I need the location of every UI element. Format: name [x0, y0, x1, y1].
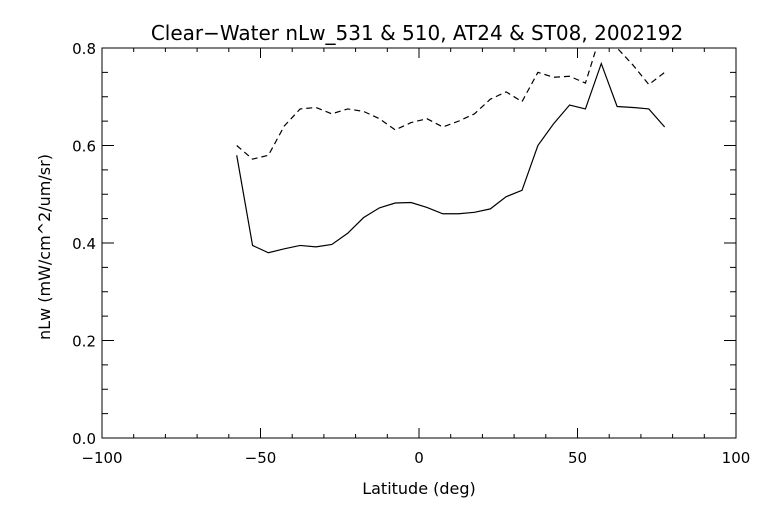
x-tick-label: 50 [568, 449, 587, 467]
y-axis: 0.0 0.2 0.4 0.6 0.8 [72, 40, 736, 448]
series-group [236, 48, 666, 254]
series-line-dashed [236, 48, 666, 160]
y-tick-label: 0.8 [72, 40, 96, 58]
series-line-solid [236, 61, 666, 254]
chart-title: Clear−Water nLw_531 & 510, AT24 & ST08, … [151, 21, 683, 45]
x-tick-label: 0 [414, 449, 424, 467]
x-axis-label: Latitude (deg) [362, 479, 476, 498]
y-tick-label: 0.2 [72, 333, 96, 351]
y-tick-label: 0.4 [72, 235, 96, 253]
y-axis-label: nLw (mW/cm^2/um/sr) [35, 154, 54, 340]
x-axis: −100 −50 0 50 100 [81, 48, 750, 467]
y-tick-label: 0.0 [72, 430, 96, 448]
x-tick-label: −100 [81, 449, 122, 467]
x-tick-label: −50 [245, 449, 277, 467]
y-tick-label: 0.6 [72, 138, 96, 156]
x-tick-label: 100 [722, 449, 751, 467]
plot-frame [101, 47, 737, 439]
